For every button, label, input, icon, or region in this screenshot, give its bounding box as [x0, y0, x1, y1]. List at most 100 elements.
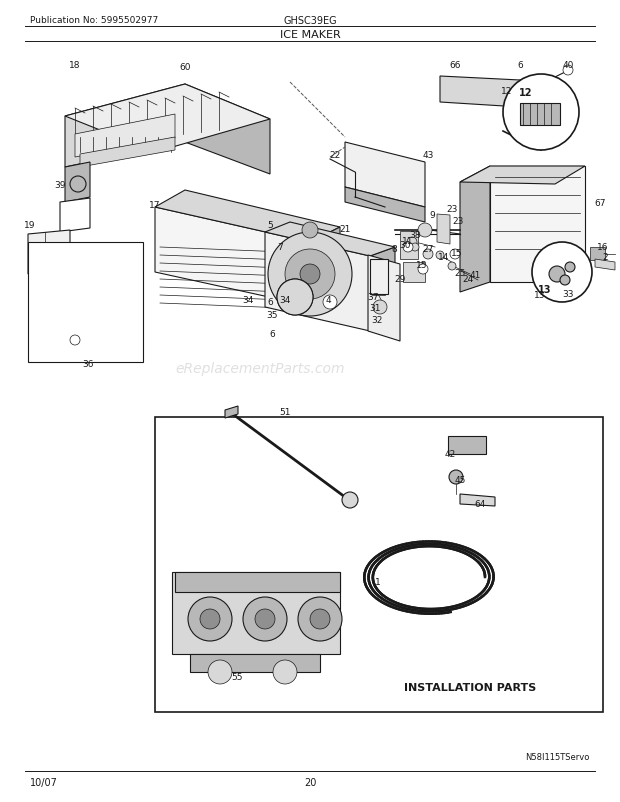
Bar	[448, 436, 486, 455]
Polygon shape	[80, 138, 175, 168]
Polygon shape	[155, 208, 310, 306]
Text: 7: 7	[277, 243, 283, 252]
Text: 6: 6	[517, 62, 523, 71]
Polygon shape	[265, 223, 395, 257]
Bar	[400, 232, 418, 260]
Circle shape	[565, 263, 575, 273]
Text: INSTALLATION PARTS: INSTALLATION PARTS	[404, 683, 536, 692]
Circle shape	[418, 265, 428, 274]
Circle shape	[411, 244, 419, 252]
Text: 23: 23	[453, 217, 464, 225]
Circle shape	[450, 249, 460, 260]
Text: 39: 39	[55, 180, 66, 189]
Circle shape	[70, 176, 86, 192]
Circle shape	[373, 301, 387, 314]
Polygon shape	[190, 654, 320, 672]
Text: 5: 5	[267, 221, 273, 230]
Circle shape	[403, 243, 413, 253]
Circle shape	[200, 610, 220, 630]
Polygon shape	[595, 260, 615, 270]
Polygon shape	[520, 77, 545, 107]
Text: 6: 6	[267, 298, 273, 307]
Polygon shape	[265, 233, 370, 331]
Text: 4: 4	[325, 296, 331, 305]
Text: 55: 55	[231, 673, 243, 682]
Text: 12: 12	[520, 88, 533, 98]
Circle shape	[560, 276, 570, 286]
Bar	[373, 288, 385, 296]
Bar	[520, 104, 560, 126]
Text: 14: 14	[438, 253, 450, 262]
Circle shape	[255, 610, 275, 630]
Text: 31: 31	[370, 304, 381, 313]
Circle shape	[563, 66, 573, 76]
Circle shape	[300, 265, 320, 285]
Circle shape	[436, 252, 444, 260]
Polygon shape	[172, 573, 340, 654]
Polygon shape	[175, 573, 340, 592]
Polygon shape	[460, 167, 585, 184]
Text: 9: 9	[429, 210, 435, 219]
Text: 34: 34	[242, 296, 254, 305]
Text: 11: 11	[402, 237, 414, 245]
Polygon shape	[310, 228, 340, 306]
Text: 42: 42	[445, 450, 456, 459]
Text: 1: 1	[375, 577, 381, 587]
Text: 66: 66	[450, 60, 461, 70]
Bar	[28, 243, 143, 363]
Polygon shape	[345, 188, 425, 223]
Text: 40: 40	[562, 62, 574, 71]
Text: 43: 43	[422, 150, 433, 160]
Polygon shape	[490, 167, 585, 282]
Circle shape	[310, 610, 330, 630]
Text: 24: 24	[463, 274, 474, 283]
Text: 15: 15	[451, 248, 463, 257]
Text: 25: 25	[454, 268, 466, 277]
Circle shape	[298, 597, 342, 642]
Text: 37: 37	[367, 294, 379, 302]
Text: 8: 8	[391, 245, 397, 254]
Text: 20: 20	[304, 777, 316, 787]
Polygon shape	[440, 77, 520, 107]
Text: 45: 45	[454, 476, 466, 485]
Circle shape	[70, 335, 80, 346]
Circle shape	[273, 660, 297, 684]
Text: 2: 2	[602, 253, 608, 262]
Text: 12: 12	[502, 87, 513, 95]
Text: 38: 38	[409, 231, 421, 241]
Polygon shape	[590, 248, 605, 261]
Polygon shape	[75, 115, 175, 158]
Polygon shape	[460, 167, 490, 293]
Circle shape	[277, 280, 313, 316]
Polygon shape	[65, 85, 185, 168]
Circle shape	[287, 290, 303, 306]
Bar	[155, 418, 603, 712]
Text: 29: 29	[394, 275, 405, 284]
Polygon shape	[155, 191, 340, 243]
Circle shape	[277, 280, 313, 316]
Text: 33: 33	[562, 290, 574, 299]
Circle shape	[407, 237, 417, 248]
Text: 51: 51	[279, 408, 291, 417]
Text: 18: 18	[69, 60, 81, 70]
Circle shape	[448, 263, 456, 270]
Text: 6: 6	[269, 330, 275, 339]
Polygon shape	[368, 256, 400, 342]
Circle shape	[323, 296, 337, 310]
Text: 36: 36	[82, 360, 94, 369]
Circle shape	[549, 267, 565, 282]
Text: 64: 64	[474, 500, 485, 508]
Text: 41: 41	[469, 270, 481, 279]
Circle shape	[418, 224, 432, 237]
Polygon shape	[65, 85, 270, 153]
Circle shape	[302, 223, 318, 239]
Polygon shape	[185, 85, 270, 175]
Circle shape	[503, 75, 579, 151]
Text: GHSC39EG: GHSC39EG	[283, 16, 337, 26]
Text: Publication No: 5995502977: Publication No: 5995502977	[30, 16, 158, 26]
Polygon shape	[60, 199, 90, 233]
Circle shape	[208, 660, 232, 684]
Text: eReplacementParts.com: eReplacementParts.com	[175, 362, 345, 376]
Circle shape	[243, 597, 287, 642]
Text: 35: 35	[266, 311, 278, 320]
